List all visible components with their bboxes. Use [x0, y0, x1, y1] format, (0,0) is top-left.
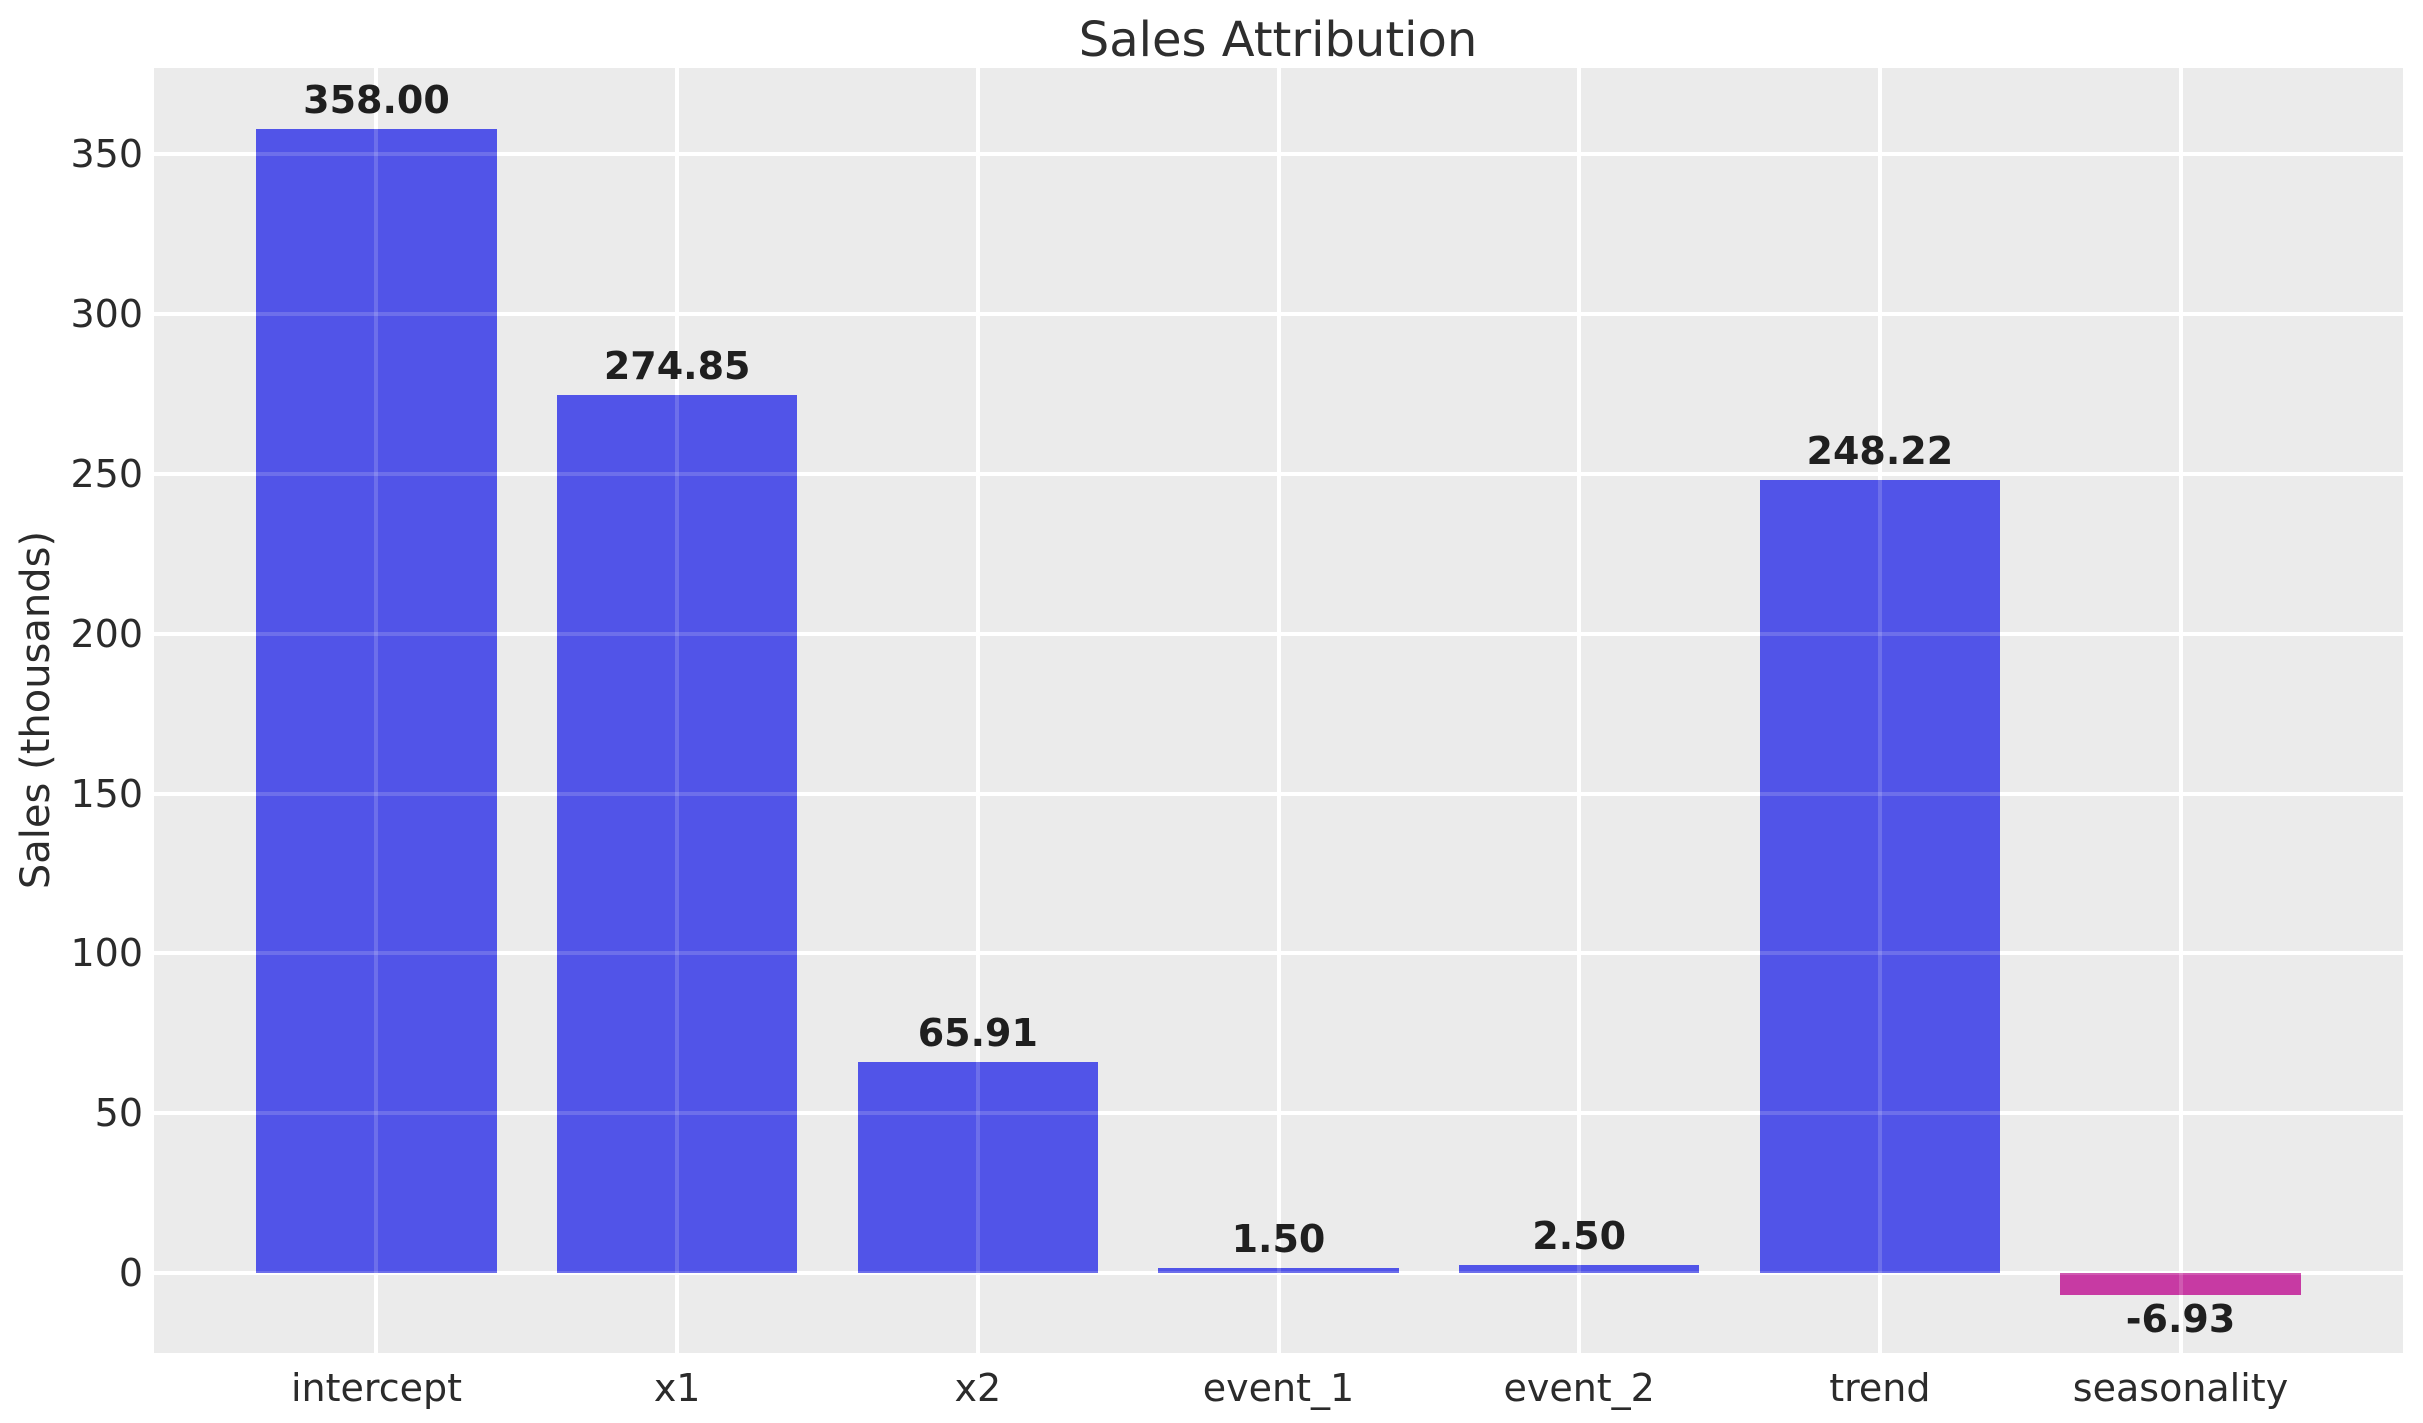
hgridline-150 [154, 791, 2403, 796]
vgridline-event_2 [1577, 68, 1582, 1353]
vgridline-event_1 [1276, 68, 1281, 1353]
vgridline-seasonality [2178, 68, 2183, 1353]
hgridline-0 [154, 1271, 2403, 1276]
vgridline-trend [1877, 68, 1882, 1353]
plot-area [154, 68, 2403, 1353]
y-tick-label-250: 250 [70, 451, 143, 496]
y-tick-label-150: 150 [70, 771, 143, 816]
hgridline-100 [154, 951, 2403, 956]
x-tick-label-seasonality: seasonality [2072, 1366, 2289, 1410]
bar-trend [1759, 479, 2001, 1274]
vgridline-x1 [675, 68, 680, 1353]
x-tick-label-x1: x1 [653, 1366, 701, 1410]
y-axis-label: Sales (thousands) [13, 530, 59, 890]
value-label-event_1: 1.50 [1231, 1217, 1326, 1262]
hgridline-300 [154, 312, 2403, 317]
y-tick-label-350: 350 [70, 132, 143, 177]
bar-seasonality [2060, 1273, 2301, 1296]
value-label-event_2: 2.50 [1532, 1214, 1627, 1259]
value-label-seasonality: -6.93 [2125, 1297, 2236, 1342]
y-tick-label-0: 0 [118, 1251, 143, 1296]
y-tick-label-300: 300 [70, 292, 143, 337]
x-tick-label-x2: x2 [954, 1366, 1002, 1410]
chart-title: Sales Attribution [1078, 12, 1478, 68]
vgridline-event_1 [1276, 68, 1281, 1353]
hgridline-350 [154, 152, 2403, 157]
value-label-x2: 65.91 [917, 1011, 1038, 1056]
bar-event_2 [1458, 1265, 1700, 1274]
vgridline-seasonality [2178, 68, 2183, 1353]
hgridline-250 [154, 471, 2403, 476]
value-label-trend: 248.22 [1806, 428, 1954, 473]
vgridline-event_2 [1577, 68, 1582, 1353]
vgridline-x2 [975, 68, 980, 1353]
bars-layer [154, 68, 2403, 1353]
y-tick-label-100: 100 [70, 931, 143, 976]
bar-x1 [556, 394, 798, 1274]
y-tick-label-50: 50 [94, 1091, 143, 1136]
x-tick-label-event_1: event_1 [1202, 1366, 1355, 1410]
vgridline-intercept [374, 68, 379, 1353]
bar-intercept [256, 128, 497, 1274]
hgridline-200 [154, 631, 2403, 636]
value-label-x1: 274.85 [603, 343, 751, 388]
x-tick-label-event_2: event_2 [1503, 1366, 1655, 1410]
bar-x2 [857, 1062, 1099, 1274]
vgridline-x2 [975, 68, 980, 1353]
x-tick-label-trend: trend [1829, 1366, 1931, 1410]
gridlines-over [154, 68, 2403, 1353]
value-label-intercept: 358.00 [303, 77, 450, 122]
y-tick-label-200: 200 [70, 611, 143, 656]
x-tick-label-intercept: intercept [290, 1366, 462, 1410]
hgridline-50 [154, 1111, 2403, 1116]
bar-event_1 [1158, 1268, 1399, 1274]
